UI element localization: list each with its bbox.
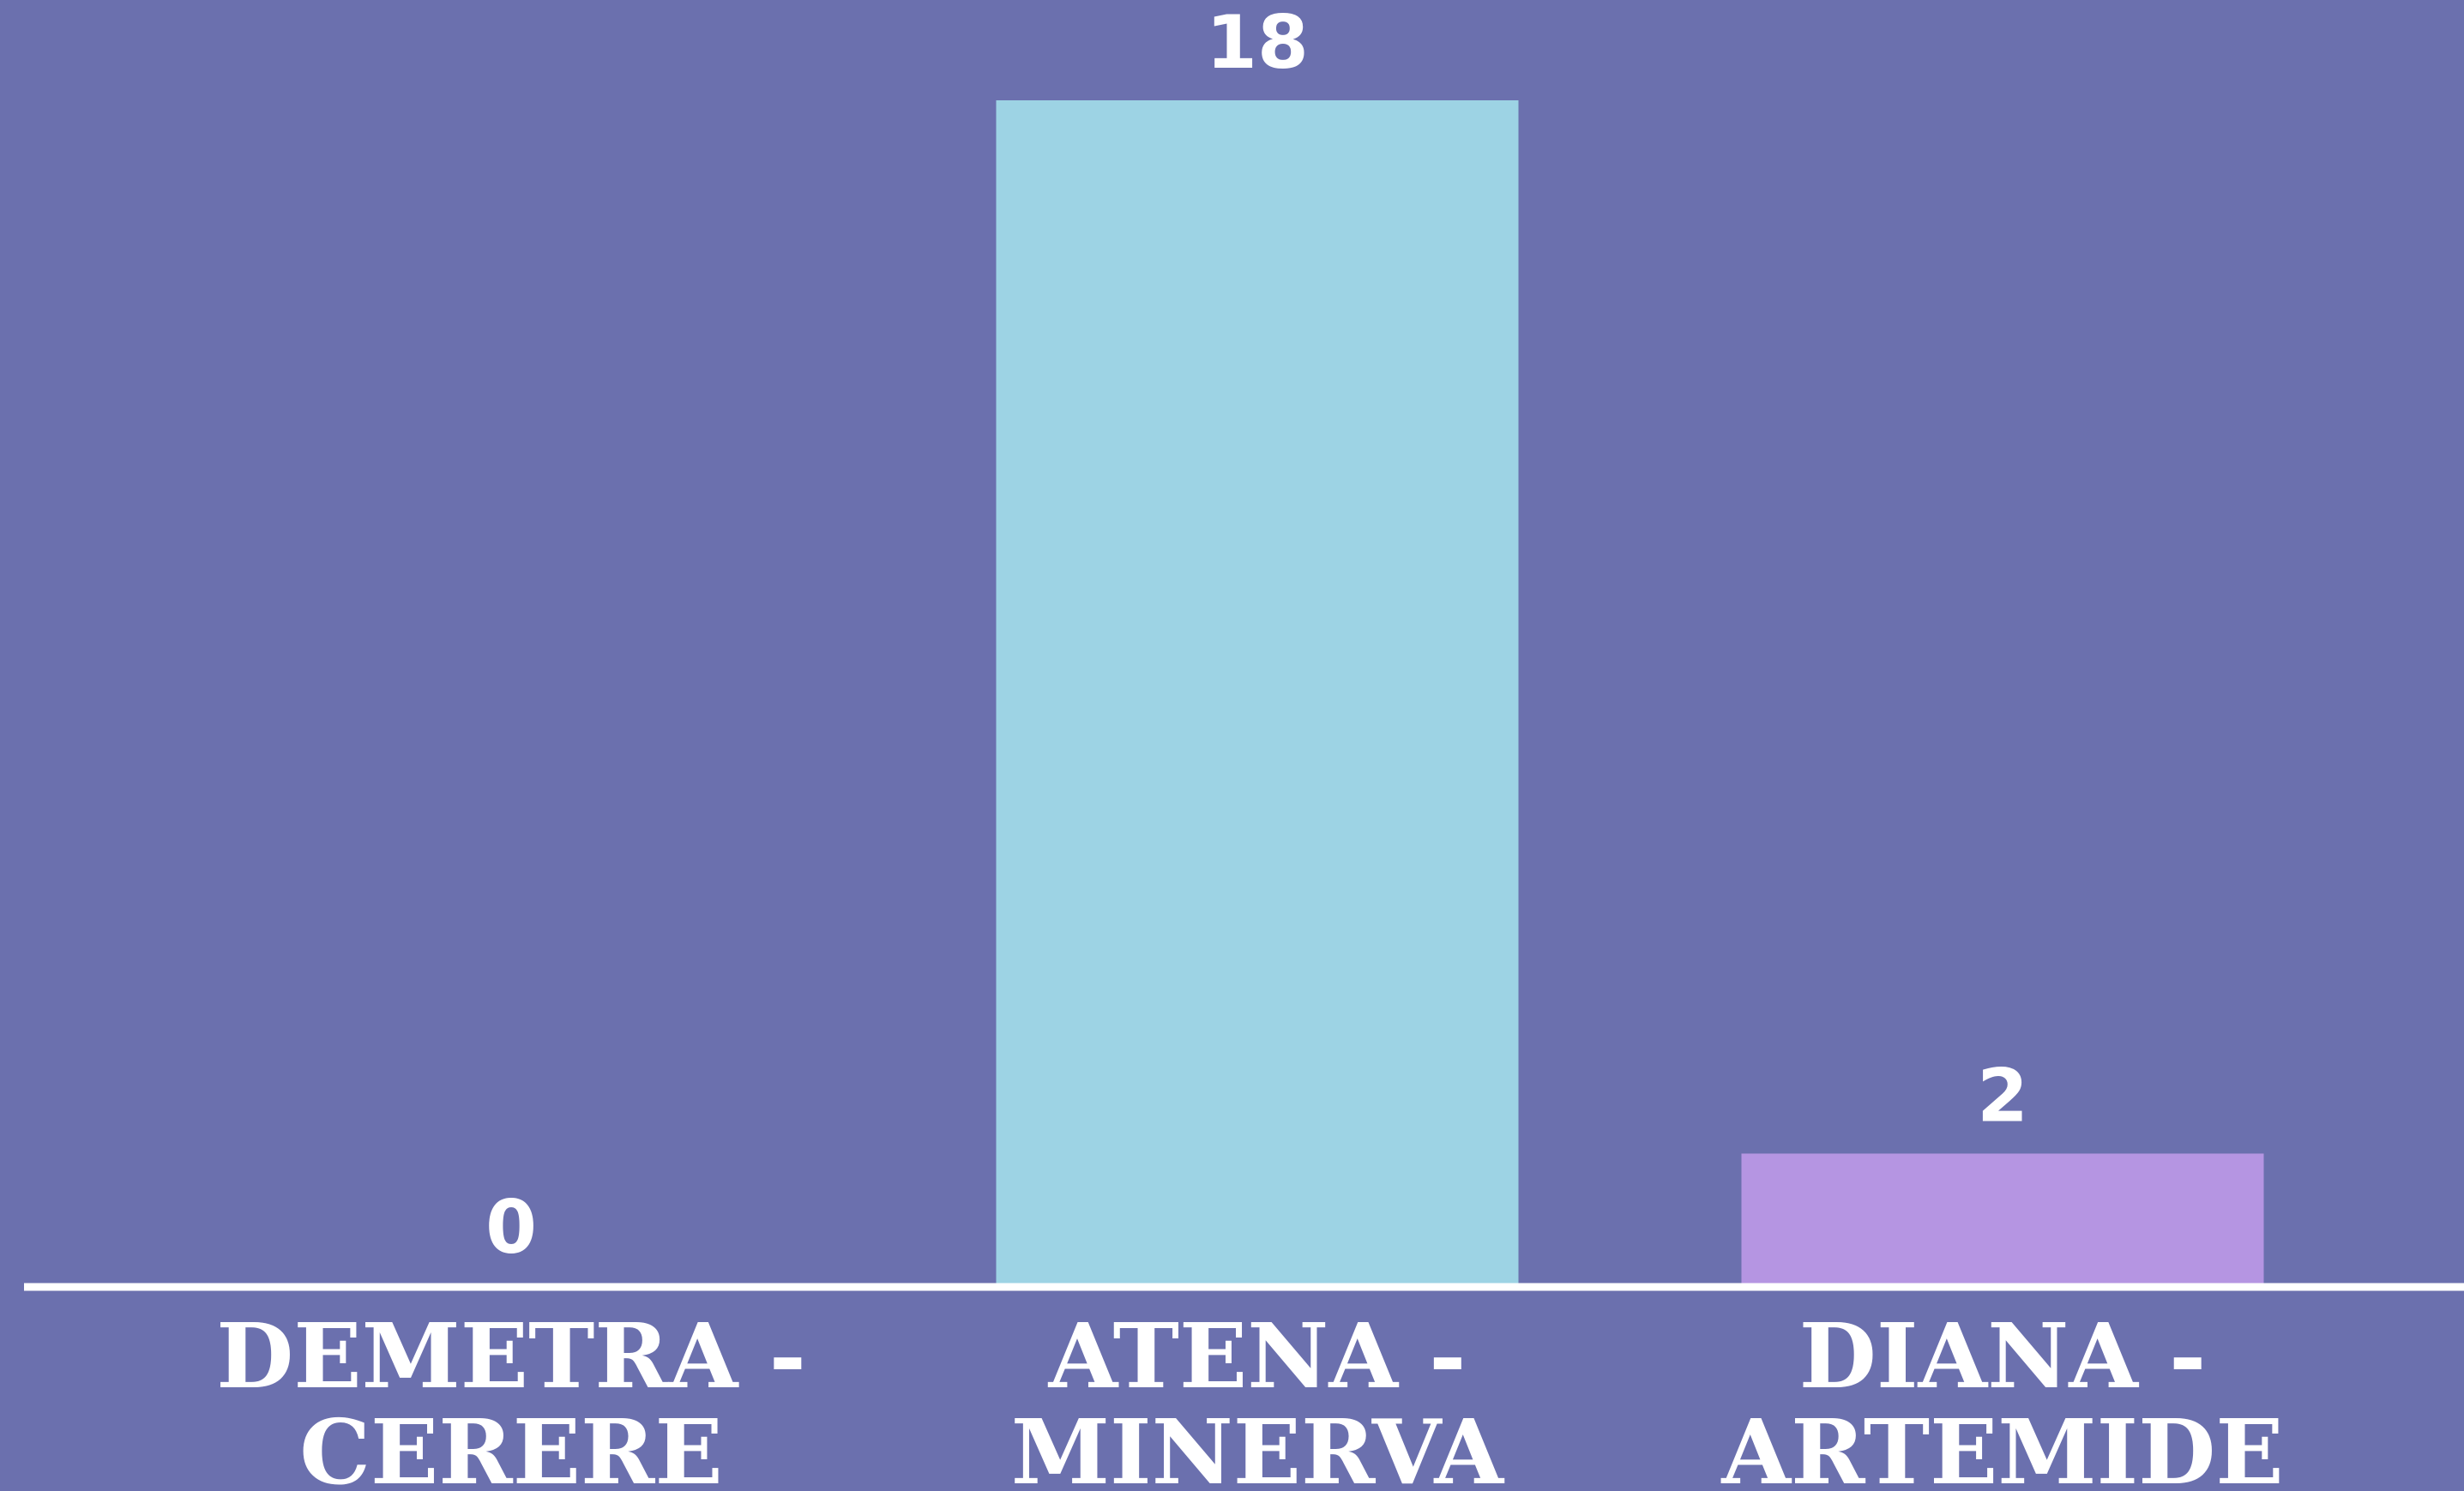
category-label-demetra-cerere: DEMETRA -CERERE: [216, 1303, 806, 1491]
bar-atena-minerva: [996, 100, 1519, 1285]
category-label-diana-artemide: DIANA -ARTEMIDE: [1720, 1303, 2283, 1491]
value-label-atena-minerva: 18: [1206, 0, 1309, 86]
bar-diana-artemide: [1741, 1153, 2264, 1285]
value-label-demetra-cerere: 0: [485, 1185, 537, 1271]
value-label-diana-artemide: 2: [1977, 1053, 2028, 1139]
category-label-atena-minerva: ATENA -MINERVA: [1011, 1303, 1504, 1491]
